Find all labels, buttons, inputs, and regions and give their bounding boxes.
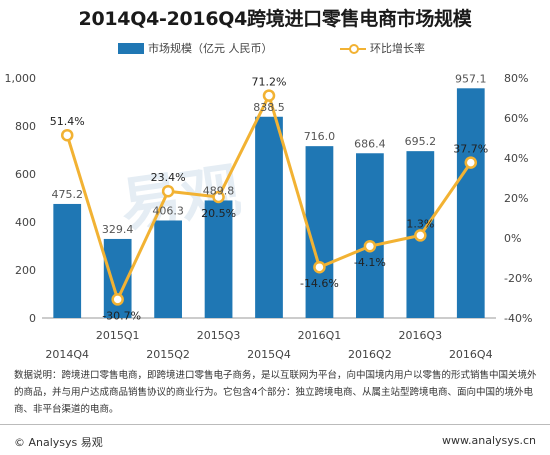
x-tick-label: 2015Q3: [197, 329, 241, 342]
y-right-tick-label: 40%: [504, 152, 528, 165]
x-tick-label: 2016Q1: [298, 329, 342, 342]
growth-rate-label: 20.5%: [201, 207, 236, 220]
y-right-tick-label: 20%: [504, 192, 528, 205]
legend-label-growth-rate: 环比增长率: [370, 42, 425, 55]
y-right-tick-label: -20%: [504, 272, 532, 285]
bar-value-label: 957.1: [455, 72, 487, 85]
growth-rate-label: -14.6%: [300, 277, 339, 290]
growth-rate-point: [363, 239, 377, 253]
growth-rate-label: 1.3%: [406, 217, 434, 230]
bar-2014q4: [53, 203, 82, 318]
bar-2015q2: [154, 220, 182, 318]
legend-swatch-line: [340, 43, 366, 54]
growth-rate-point: [60, 128, 74, 142]
x-tick-label: 2014Q4: [45, 348, 89, 361]
bar-value-label: 838.5: [253, 101, 285, 114]
legend-item-growth-rate: 环比增长率: [340, 40, 425, 56]
footer: © Analysys 易观 www.analysys.cn: [0, 424, 550, 455]
bar-value-label: 716.0: [304, 130, 336, 143]
growth-rate-label: 51.4%: [50, 115, 85, 128]
growth-rate-point: [464, 156, 478, 169]
x-tick-label: 2016Q2: [348, 348, 392, 361]
growth-rate-label: -4.1%: [354, 256, 386, 269]
y-left-tick-label: 600: [15, 168, 36, 181]
growth-rate-point: [161, 184, 175, 198]
legend-swatch-bar: [118, 42, 144, 54]
y-left-tick-label: 1,000: [5, 72, 37, 85]
bar-2016q4: [456, 88, 485, 319]
growth-rate-point: [111, 293, 124, 306]
data-notes: 数据说明：跨境进口零售电商，即跨境进口零售电子商务，是以互联网为平台，向中国境内…: [14, 370, 537, 415]
x-tick-label: 2015Q1: [96, 329, 140, 342]
growth-rate-label: 37.7%: [453, 143, 488, 156]
legend-label-market-size: 市场规模（亿元 人民币）: [148, 42, 273, 55]
x-tick-label: 2016Q3: [399, 329, 443, 342]
x-tick-label: 2015Q2: [146, 348, 190, 361]
bar-value-label: 489.8: [203, 184, 235, 197]
growth-rate-point: [313, 260, 326, 274]
growth-rate-label: 23.4%: [151, 171, 186, 184]
y-left-tick-label: 400: [15, 216, 36, 229]
y-left-tick-label: 200: [15, 264, 36, 277]
y-right-tick-label: 60%: [504, 112, 528, 125]
combo-chart: 0 200 400 600 800 1,000 -40% -20% 0% 20% 40% 60% 80%…: [5, 72, 533, 361]
growth-rate-label: -30.7%: [102, 309, 141, 322]
bar-2015q3: [204, 200, 233, 318]
growth-rate-point: [414, 229, 427, 242]
y-right-tick-label: 0%: [504, 232, 521, 245]
bar-value-label: 475.2: [51, 188, 83, 201]
bar-2016q2: [356, 153, 384, 318]
y-left-tick-label: 0: [29, 312, 36, 325]
bar-value-label: 406.3: [152, 204, 184, 217]
legend-item-market-size: 市场规模（亿元 人民币）: [118, 40, 273, 56]
bar-value-label: 695.2: [405, 135, 437, 148]
x-tick-label: 2015Q4: [247, 348, 291, 361]
bar-2015q4: [255, 116, 283, 318]
x-tick-label: 2016Q4: [449, 348, 493, 361]
footer-brand: © Analysys 易观: [14, 436, 103, 449]
footer-url: www.analysys.cn: [442, 434, 536, 447]
growth-rate-point: [262, 89, 276, 102]
bar-value-label: 329.4: [102, 223, 134, 236]
bar-value-label: 686.4: [354, 137, 386, 150]
y-left-tick-label: 800: [15, 120, 36, 133]
growth-rate-label: 71.2%: [252, 76, 287, 89]
chart-legend: 市场规模（亿元 人民币） 环比增长率: [0, 40, 550, 58]
growth-rate-point: [212, 190, 225, 204]
y-right-tick-label: -40%: [504, 312, 532, 325]
y-right-tick-label: 80%: [504, 72, 528, 85]
chart-title: 2014Q4-2016Q4跨境进口零售电商市场规模: [78, 8, 472, 30]
